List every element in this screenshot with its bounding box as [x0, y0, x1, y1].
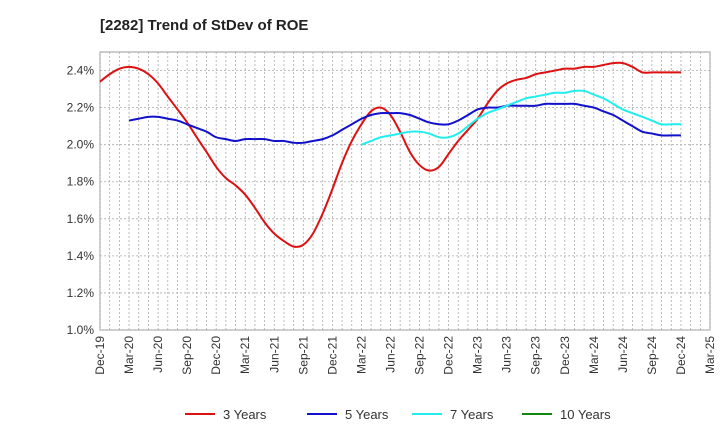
- x-tick-label: Sep-20: [180, 336, 194, 375]
- x-tick-label: Mar-24: [587, 336, 601, 374]
- series-line-2: [361, 89, 681, 146]
- x-tick-label: Dec-23: [558, 336, 572, 375]
- x-tick-label: Dec-19: [93, 336, 107, 375]
- y-tick-label: 1.0%: [67, 323, 95, 337]
- series-line-0: [99, 61, 681, 248]
- x-tick-label: Mar-25: [703, 336, 717, 374]
- y-tick-label: 1.8%: [67, 175, 95, 189]
- legend-label: 10 Years: [560, 407, 611, 422]
- x-tick-label: Dec-21: [325, 336, 339, 375]
- x-tick-label: Mar-21: [238, 336, 252, 374]
- y-tick-label: 1.2%: [67, 286, 95, 300]
- legend-label: 7 Years: [450, 407, 494, 422]
- legend-label: 3 Years: [223, 407, 267, 422]
- legend-label: 5 Years: [345, 407, 389, 422]
- grid: [99, 51, 711, 331]
- x-tick-label: Dec-20: [209, 336, 223, 375]
- y-tick-label: 2.2%: [67, 101, 95, 115]
- x-tick-label: Jun-20: [151, 336, 165, 373]
- plot-frame: [99, 51, 711, 331]
- y-tick-label: 2.0%: [67, 138, 95, 152]
- chart-title: [2282] Trend of StDev of ROE: [100, 17, 308, 34]
- x-tick-label: Sep-21: [296, 336, 310, 375]
- legend: 3 Years 5 Years 7 Years 10 Years: [185, 407, 611, 422]
- x-tick-label: Jun-23: [500, 336, 514, 373]
- x-tick-label: Jun-22: [383, 336, 397, 373]
- x-tick-label: Dec-22: [442, 336, 456, 375]
- y-tick-label: 1.6%: [67, 212, 95, 226]
- x-tick-label: Mar-22: [354, 336, 368, 374]
- x-tick-label: Jun-21: [267, 336, 281, 373]
- x-tick-label: Sep-22: [413, 336, 427, 375]
- series-lines: [99, 61, 681, 248]
- axes: 1.0% 1.2% 1.4% 1.6% 1.8% 2.0% 2.2% 2.4% Dec-19 Ma…: [67, 64, 717, 375]
- x-tick-label: Sep-24: [645, 336, 659, 375]
- x-tick-label: Dec-24: [674, 336, 688, 375]
- x-tick-label: Mar-20: [122, 336, 136, 374]
- y-tick-label: 2.4%: [67, 64, 95, 78]
- y-tick-label: 1.4%: [67, 249, 95, 263]
- x-tick-label: Jun-24: [616, 336, 630, 373]
- x-tick-label: Sep-23: [529, 336, 543, 375]
- series-line-1: [128, 102, 681, 145]
- x-tick-label: Mar-23: [471, 336, 485, 374]
